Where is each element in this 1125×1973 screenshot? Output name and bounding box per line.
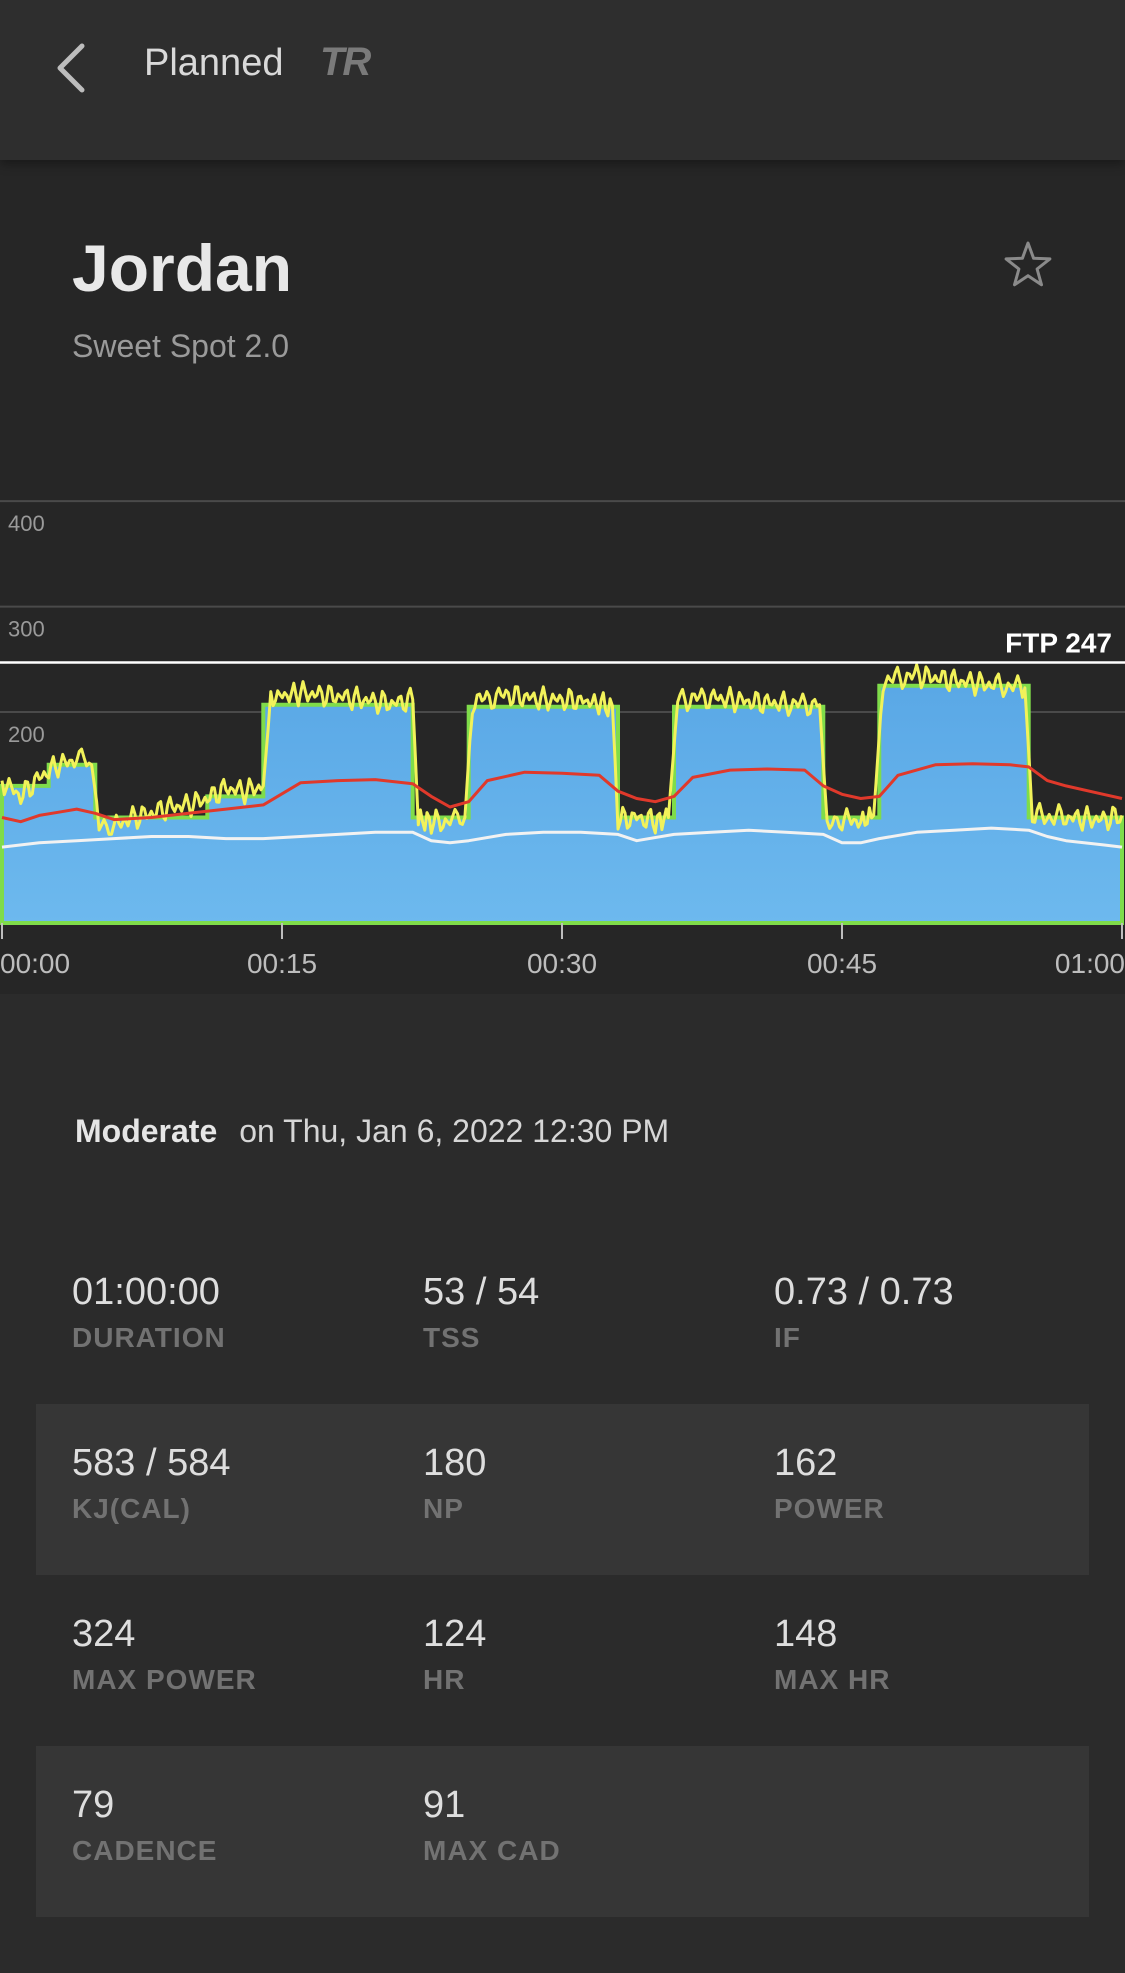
stat-np: 180 NP bbox=[423, 1442, 486, 1525]
stat-label: KJ(CAL) bbox=[72, 1493, 191, 1524]
x-tick-label: 00:45 bbox=[807, 948, 877, 979]
page-title: Planned bbox=[144, 42, 284, 84]
heart-rate-line bbox=[1, 762, 1123, 824]
stat-value: 180 bbox=[423, 1442, 487, 1484]
stat-value: 124 bbox=[423, 1613, 487, 1655]
stat-label: TSS bbox=[423, 1322, 481, 1353]
x-tick-label: 00:15 bbox=[247, 948, 317, 979]
stat-value: 91 bbox=[423, 1784, 466, 1826]
back-button[interactable] bbox=[48, 40, 98, 96]
stat-value: 01:00:00 bbox=[72, 1271, 220, 1313]
stat-value: 162 bbox=[774, 1442, 838, 1484]
trainerroad-logo: TR bbox=[320, 40, 371, 84]
effort-line: Moderate on Thu, Jan 6, 2022 12:30 PM bbox=[75, 1113, 669, 1150]
stat-cadence: 79 CADENCE bbox=[72, 1784, 217, 1867]
power-line bbox=[0, 663, 1124, 836]
stats-grid: 01:00:00 DURATION 53 / 54 TSS 0.73 / 0.73 I… bbox=[36, 1233, 1089, 1917]
stat-tss: 53 / 54 TSS bbox=[423, 1271, 539, 1354]
ftp-label: FTP 247 bbox=[1005, 627, 1112, 658]
workout-date: on Thu, Jan 6, 2022 12:30 PM bbox=[239, 1113, 670, 1149]
stat-label: NP bbox=[423, 1493, 464, 1524]
stat-value: 583 / 584 bbox=[72, 1442, 231, 1484]
cadence-line bbox=[1, 826, 1123, 849]
stat-max-power: 324 MAX POWER bbox=[72, 1613, 257, 1696]
stat-value: 324 bbox=[72, 1613, 136, 1655]
chevron-left-icon bbox=[57, 43, 85, 93]
stat-if: 0.73 / 0.73 IF bbox=[774, 1271, 954, 1354]
stat-label: POWER bbox=[774, 1493, 885, 1524]
stat-label: MAX POWER bbox=[72, 1664, 257, 1695]
stat-value: 0.73 / 0.73 bbox=[774, 1271, 954, 1313]
y-tick-label: 400 bbox=[8, 511, 45, 536]
stat-value: 79 bbox=[72, 1784, 115, 1826]
x-tick-label: 00:00 bbox=[0, 948, 70, 979]
star-outline-icon bbox=[1004, 241, 1052, 287]
stat-label: DURATION bbox=[72, 1322, 226, 1353]
y-tick-label: 200 bbox=[8, 722, 45, 747]
stat-label: HR bbox=[423, 1664, 466, 1695]
stat-label: CADENCE bbox=[72, 1835, 218, 1866]
workout-subtitle: Sweet Spot 2.0 bbox=[72, 328, 290, 364]
stat-label: MAX HR bbox=[774, 1664, 891, 1695]
stat-hr: 124 HR bbox=[423, 1613, 486, 1696]
x-tick-label: 01:00 bbox=[1055, 948, 1125, 979]
stats-row: 583 / 584 KJ(CAL) 180 NP 162 POWER bbox=[36, 1404, 1089, 1575]
stat-label: MAX CAD bbox=[423, 1835, 561, 1866]
stats-row: 79 CADENCE 91 MAX CAD bbox=[36, 1746, 1089, 1917]
effort-level: Moderate bbox=[75, 1113, 218, 1149]
stat-label: IF bbox=[774, 1322, 801, 1353]
stat-value: 148 bbox=[774, 1613, 838, 1655]
stat-duration: 01:00:00 DURATION bbox=[72, 1271, 226, 1354]
favorite-button[interactable] bbox=[1000, 238, 1056, 294]
workout-chart: 200 300 400 FTP 247 00:00 00:15 00:30 00:45 01… bbox=[0, 480, 1125, 990]
stats-row: 01:00:00 DURATION 53 / 54 TSS 0.73 / 0.73 I… bbox=[36, 1233, 1089, 1404]
stat-value: 53 / 54 bbox=[423, 1271, 540, 1313]
stat-power: 162 POWER bbox=[774, 1442, 885, 1525]
stat-max-cad: 91 MAX CAD bbox=[423, 1784, 561, 1867]
top-bar: Planned TR bbox=[0, 0, 1125, 160]
x-tick-label: 00:30 bbox=[527, 948, 597, 979]
stats-row: 324 MAX POWER 124 HR 148 MAX HR bbox=[36, 1575, 1089, 1746]
y-tick-label: 300 bbox=[8, 617, 45, 642]
workout-name: Jordan bbox=[72, 231, 293, 305]
stat-kj: 583 / 584 KJ(CAL) bbox=[72, 1442, 230, 1525]
stat-max-hr: 148 MAX HR bbox=[774, 1613, 890, 1696]
